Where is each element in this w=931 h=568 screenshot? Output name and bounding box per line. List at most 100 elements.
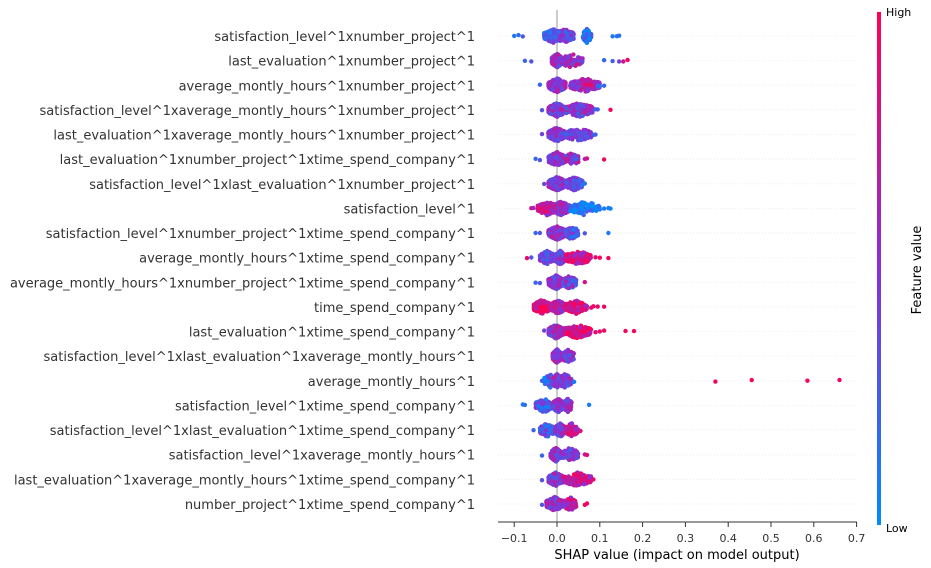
- shap-point-row-7: [570, 209, 575, 214]
- shap-point-row-9: [579, 252, 584, 257]
- shap-point-row-1: [555, 52, 561, 58]
- shap-point-row-0: [547, 31, 552, 37]
- shap-point-row-2: [550, 78, 555, 84]
- shap-point-row-5: [574, 156, 579, 162]
- shap-point-row-8: [549, 234, 555, 239]
- shap-point-row-4: [539, 131, 545, 137]
- shap-point-row-4: [546, 134, 551, 140]
- shap-point-row-6: [549, 181, 554, 186]
- shap-point-row-0: [610, 34, 615, 39]
- shap-point-row-8: [533, 230, 538, 236]
- shap-point-row-7: [601, 206, 607, 211]
- shap-point-row-0: [543, 36, 548, 41]
- shap-point-row-5: [601, 157, 607, 162]
- shap-point-row-11: [538, 310, 543, 315]
- shap-point-row-2: [563, 85, 568, 90]
- shap-point-row-8: [582, 231, 587, 236]
- shap-point-row-1: [567, 64, 573, 70]
- shap-point-row-9: [538, 253, 543, 259]
- shap-point-row-2: [537, 82, 543, 87]
- shap-point-row-9: [585, 255, 590, 260]
- shap-point-row-7: [540, 206, 545, 211]
- shap-point-row-10: [537, 280, 543, 286]
- shap-point-row-2: [578, 86, 584, 92]
- shap-point-row-10: [556, 281, 561, 286]
- shap-point-row-0: [543, 32, 548, 37]
- shap-point-row-8: [564, 232, 569, 237]
- shap-point-row-2: [589, 83, 594, 88]
- shap-point-row-1: [573, 63, 578, 68]
- shap-point-row-1: [529, 59, 534, 64]
- shap-point-row-1: [625, 57, 630, 63]
- shap-point-row-3: [595, 107, 600, 112]
- shap-point-row-7: [591, 207, 596, 213]
- shap-point-row-1: [549, 59, 555, 65]
- shap-point-row-3: [547, 110, 553, 116]
- shap-point-row-9: [529, 255, 534, 260]
- shap-point-row-0: [551, 40, 556, 45]
- shap-point-row-10: [551, 275, 557, 280]
- shap-point-row-3: [557, 102, 562, 107]
- shap-point-row-8: [552, 230, 557, 235]
- shap-point-row-9: [578, 258, 583, 263]
- shap-point-row-6: [582, 181, 587, 186]
- shap-point-row-7: [563, 207, 568, 212]
- shap-point-row-6: [558, 180, 563, 185]
- shap-point-row-0: [582, 36, 588, 41]
- shap-point-row-2: [570, 83, 576, 88]
- shap-point-row-1: [601, 58, 607, 63]
- shap-point-row-7: [597, 207, 602, 212]
- beeswarm-dots: [512, 26, 842, 513]
- shap-point-row-3: [582, 110, 587, 115]
- shap-point-row-6: [542, 181, 547, 187]
- shap-point-row-0: [556, 29, 561, 35]
- shap-point-row-8: [549, 226, 555, 231]
- shap-point-row-9: [593, 255, 598, 260]
- shap-point-row-2: [556, 84, 561, 89]
- shap-point-row-5: [572, 153, 578, 158]
- shap-point-row-6: [567, 183, 572, 189]
- shap-point-row-7: [580, 210, 585, 215]
- shap-point-row-9: [540, 257, 546, 262]
- shap-point-row-4: [570, 128, 575, 134]
- shap-point-row-9: [572, 253, 577, 258]
- shap-point-row-7: [582, 201, 588, 206]
- shap-point-row-11: [537, 298, 543, 304]
- shap-point-row-3: [550, 105, 555, 110]
- shap-point-row-7: [608, 206, 613, 211]
- shap-point-row-5: [568, 151, 573, 156]
- shap-point-row-8: [556, 233, 561, 238]
- shap-point-row-7: [585, 205, 590, 211]
- shap-point-row-3: [608, 107, 613, 113]
- shap-point-row-3: [588, 104, 593, 109]
- shap-point-row-6: [556, 175, 561, 180]
- shap-point-row-5: [568, 161, 574, 166]
- shap-point-row-2: [584, 82, 590, 87]
- shap-point-row-5: [550, 156, 555, 161]
- shap-point-row-8: [555, 224, 560, 230]
- shap-point-row-2: [585, 88, 590, 93]
- shap-point-row-1: [565, 54, 571, 60]
- shap-point-row-9: [567, 257, 572, 263]
- shap-point-row-1: [567, 59, 572, 64]
- shap-point-row-7: [579, 204, 584, 210]
- shap-point-row-10: [582, 279, 587, 285]
- shap-point-row-7: [553, 210, 558, 215]
- shap-point-row-0: [520, 34, 525, 39]
- shap-point-row-9: [558, 261, 563, 266]
- shap-point-row-0: [516, 32, 521, 38]
- shap-point-row-4: [548, 130, 553, 135]
- shap-point-row-5: [554, 160, 559, 166]
- shap-point-row-1: [577, 55, 582, 60]
- shap-point-row-0: [587, 36, 592, 41]
- shap-point-row-0: [616, 33, 622, 38]
- shap-point-row-10: [533, 280, 538, 285]
- shap-point-row-2: [560, 79, 565, 85]
- shap-point-row-5: [563, 156, 568, 162]
- shap-point-row-7: [531, 205, 536, 211]
- shap-point-row-9: [524, 255, 530, 261]
- shap-point-row-1: [571, 58, 576, 63]
- shap-point-row-3: [572, 103, 578, 108]
- shap-point-row-0: [546, 38, 552, 44]
- shap-point-row-0: [563, 39, 568, 44]
